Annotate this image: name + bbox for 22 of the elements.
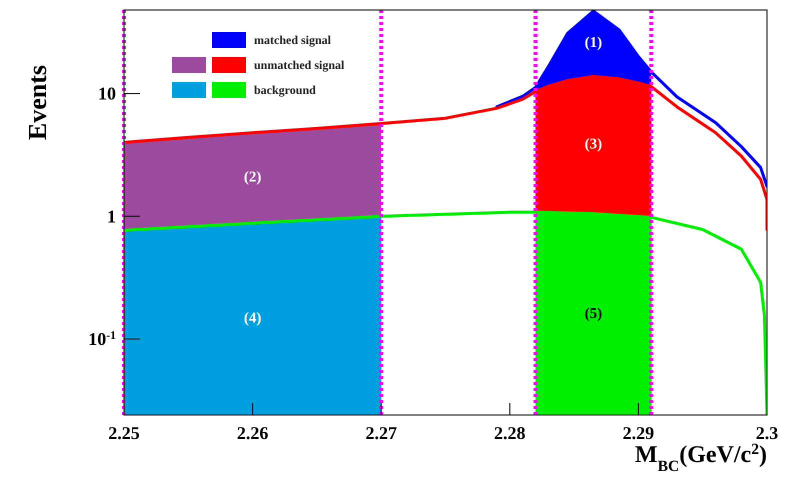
y-axis-title: Events <box>23 65 52 140</box>
annotation: (1) <box>584 35 602 52</box>
line-series <box>124 210 767 415</box>
x-axis-title: M$_{BC}$(GeV/c$^{2}$) <box>634 440 767 474</box>
legend-label: unmatched signal <box>254 58 346 72</box>
legend-label: matched signal <box>254 33 332 47</box>
x-tick-label: 2.25 <box>108 423 140 443</box>
x-tick-label: 2.3 <box>756 423 778 443</box>
legend-label: background <box>254 83 316 97</box>
annotation: (2) <box>244 169 262 186</box>
x-tick-label: 2.28 <box>494 423 526 443</box>
annotation: (5) <box>584 306 602 322</box>
y-tick-label: 1 <box>107 206 116 226</box>
x-tick-label: 2.29 <box>622 423 654 443</box>
annotation: (4) <box>244 310 262 326</box>
line-series <box>495 10 767 188</box>
x-tick-label: 2.26 <box>236 423 268 443</box>
y-tick-label: 10$^{-1}$ <box>88 328 116 349</box>
line-series <box>124 74 767 232</box>
annotation: (3) <box>584 136 602 152</box>
x-tick-label: 2.27 <box>365 423 397 443</box>
y-tick-label: 10 <box>98 84 116 104</box>
